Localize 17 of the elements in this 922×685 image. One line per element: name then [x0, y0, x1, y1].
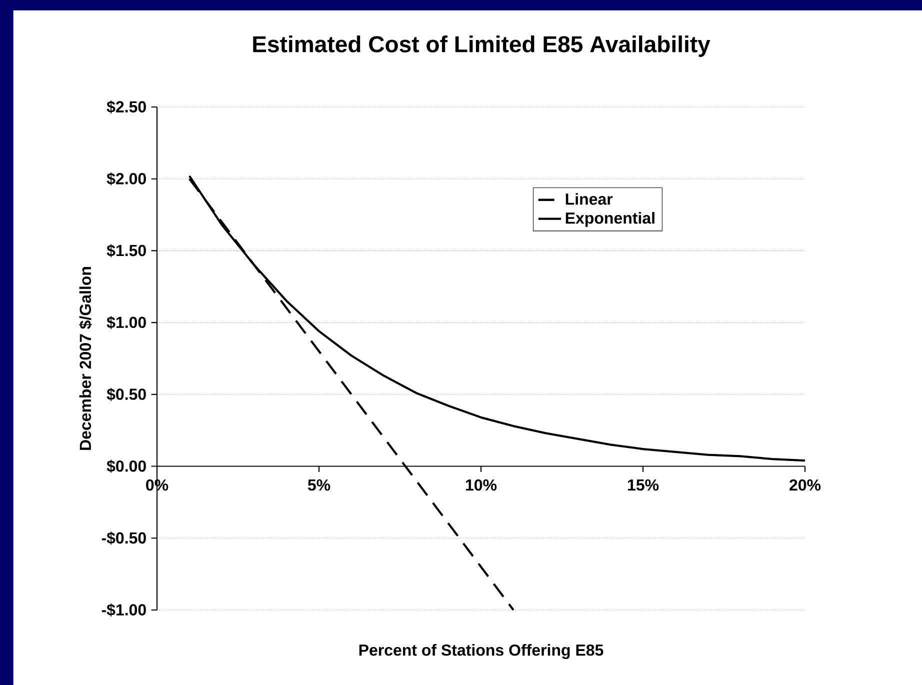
- legend-label: Linear: [566, 193, 613, 205]
- x-tick-label: 15%: [628, 479, 659, 491]
- x-tick-label: 20%: [790, 479, 821, 491]
- y-tick-label: $1.50: [106, 244, 146, 258]
- y-tick-label: -$1.00: [102, 603, 146, 617]
- x-axis-title: Percent of Stations Offering E85: [359, 644, 604, 660]
- legend-label: Exponential: [566, 212, 654, 227]
- y-tick-label: $2.50: [106, 100, 146, 114]
- y-axis-title: December 2007 $/Gallon: [79, 267, 92, 450]
- x-tick-label: 5%: [308, 479, 330, 491]
- y-tick-label: $0.50: [106, 388, 146, 401]
- y-tick-label: $1.00: [106, 316, 146, 330]
- x-tick-label: 10%: [466, 479, 497, 491]
- y-tick-label: -$0.50: [102, 532, 146, 545]
- y-tick-label: $2.00: [106, 172, 146, 186]
- chart-title: Estimated Cost of Limited E85 Availability: [253, 35, 710, 57]
- y-tick-label: $0.00: [106, 460, 146, 473]
